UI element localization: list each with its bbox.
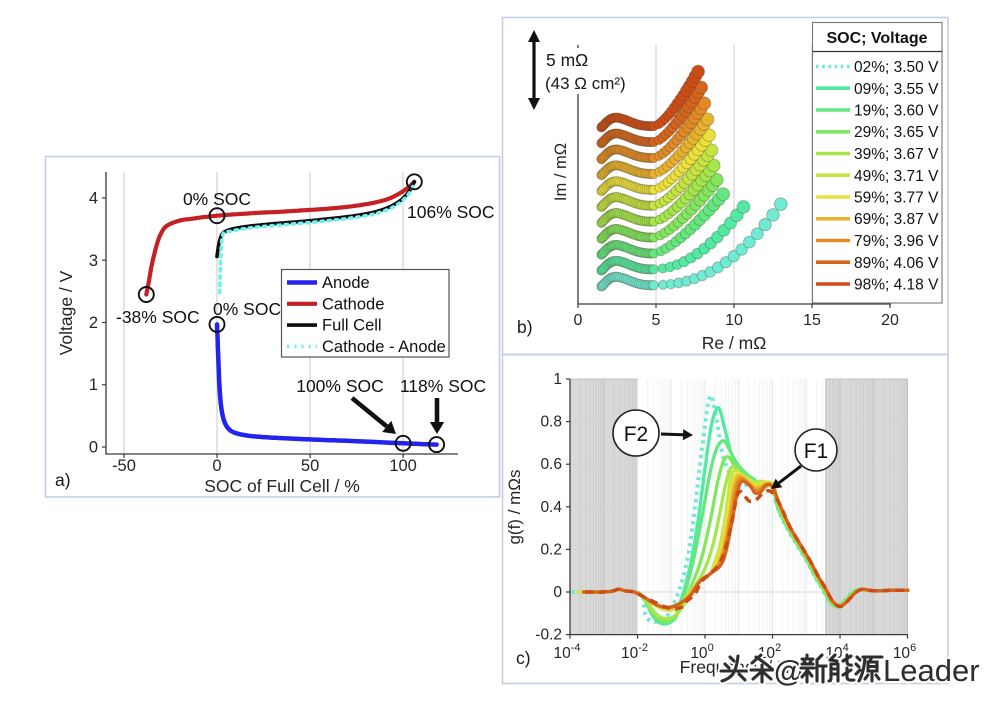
svg-text:0.6: 0.6 bbox=[540, 456, 562, 473]
svg-text:-50: -50 bbox=[112, 457, 136, 475]
svg-text:59%; 3.77 V: 59%; 3.77 V bbox=[854, 190, 939, 207]
svg-text:Cathode: Cathode bbox=[322, 295, 384, 313]
svg-text:0.4: 0.4 bbox=[540, 499, 562, 516]
svg-text:4: 4 bbox=[89, 190, 98, 208]
svg-text:SOC of Full Cell / %: SOC of Full Cell / % bbox=[204, 476, 360, 496]
svg-text:-38% SOC: -38% SOC bbox=[116, 307, 200, 327]
svg-text:Full Cell: Full Cell bbox=[322, 317, 382, 335]
svg-text:Cathode - Anode: Cathode - Anode bbox=[322, 338, 446, 356]
svg-text:29%; 3.65 V: 29%; 3.65 V bbox=[854, 124, 939, 141]
svg-text:100% SOC: 100% SOC bbox=[296, 376, 384, 396]
svg-text:1: 1 bbox=[553, 371, 562, 388]
svg-text:09%; 3.55 V: 09%; 3.55 V bbox=[854, 81, 939, 98]
svg-text:0: 0 bbox=[553, 584, 562, 601]
svg-text:98%; 4.18 V: 98%; 4.18 V bbox=[854, 277, 939, 294]
svg-text:20: 20 bbox=[881, 312, 899, 329]
svg-text:2: 2 bbox=[89, 314, 98, 332]
svg-text:Voltage / V: Voltage / V bbox=[56, 270, 76, 355]
svg-text:19%; 3.60 V: 19%; 3.60 V bbox=[854, 103, 939, 120]
svg-text:Im / mΩ: Im / mΩ bbox=[552, 143, 570, 201]
svg-text:02%; 3.50 V: 02%; 3.50 V bbox=[854, 59, 939, 76]
svg-text:Leader: Leader bbox=[883, 653, 980, 688]
svg-text:15: 15 bbox=[803, 312, 821, 329]
svg-text:10: 10 bbox=[725, 312, 743, 329]
svg-text:100: 100 bbox=[389, 457, 417, 475]
svg-text:c): c) bbox=[516, 648, 531, 668]
svg-text:89%; 4.06 V: 89%; 4.06 V bbox=[854, 255, 939, 272]
svg-text:0: 0 bbox=[212, 457, 221, 475]
svg-text:Re / mΩ: Re / mΩ bbox=[702, 333, 767, 353]
svg-text:5: 5 bbox=[652, 312, 661, 329]
svg-text:5 mΩ: 5 mΩ bbox=[546, 50, 588, 70]
svg-text:118% SOC: 118% SOC bbox=[400, 376, 486, 396]
svg-text:F2: F2 bbox=[624, 423, 649, 446]
svg-text:SOC; Voltage: SOC; Voltage bbox=[826, 30, 927, 47]
svg-text:0.8: 0.8 bbox=[540, 414, 562, 431]
svg-text:1: 1 bbox=[89, 376, 98, 394]
svg-text:10-4: 10-4 bbox=[553, 642, 580, 662]
svg-text:49%; 3.71 V: 49%; 3.71 V bbox=[854, 168, 939, 185]
svg-text:106% SOC: 106% SOC bbox=[407, 202, 495, 222]
svg-text:0.2: 0.2 bbox=[540, 541, 562, 558]
svg-text:a): a) bbox=[55, 470, 71, 490]
svg-text:10-2: 10-2 bbox=[621, 642, 648, 662]
svg-text:-0.2: -0.2 bbox=[535, 627, 562, 644]
svg-text:b): b) bbox=[517, 317, 533, 337]
svg-text:0: 0 bbox=[574, 312, 583, 329]
svg-text:Anode: Anode bbox=[322, 274, 370, 292]
svg-text:F1: F1 bbox=[804, 440, 829, 463]
svg-text:(43 Ω cm²): (43 Ω cm²) bbox=[545, 74, 626, 93]
svg-text:0% SOC: 0% SOC bbox=[213, 299, 281, 319]
svg-text:0: 0 bbox=[89, 439, 98, 457]
svg-text:39%; 3.67 V: 39%; 3.67 V bbox=[854, 146, 939, 163]
svg-text:50: 50 bbox=[301, 457, 319, 475]
svg-text:3: 3 bbox=[89, 252, 98, 270]
svg-text:g(f) / mΩs: g(f) / mΩs bbox=[505, 469, 524, 544]
svg-text:79%; 3.96 V: 79%; 3.96 V bbox=[854, 233, 939, 250]
svg-text:69%; 3.87 V: 69%; 3.87 V bbox=[854, 211, 939, 228]
svg-text:0% SOC: 0% SOC bbox=[183, 189, 251, 209]
